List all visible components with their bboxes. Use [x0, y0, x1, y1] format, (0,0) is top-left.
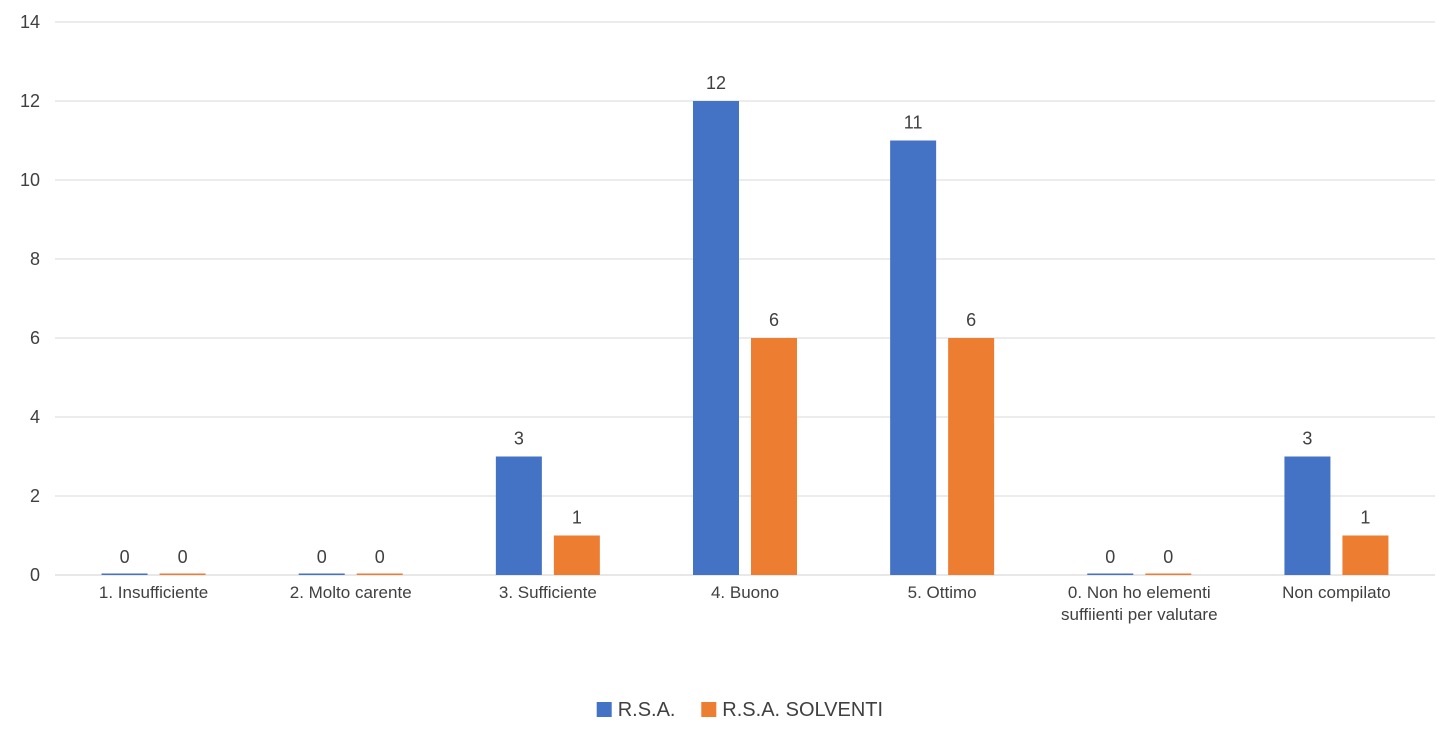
bar-rsa-solventi	[356, 573, 403, 575]
legend-label: R.S.A.	[618, 699, 676, 721]
bar-rsa-solventi	[1342, 535, 1389, 575]
x-tick-label: 3. Sufficiente	[499, 583, 597, 602]
bars	[101, 101, 1389, 575]
x-axis-ticks: 1. Insufficiente 2. Molto carente 3. Suffi…	[99, 583, 1391, 624]
bar-rsa	[1284, 456, 1331, 575]
data-label: 1	[1360, 508, 1370, 528]
y-tick-label: 6	[30, 328, 40, 348]
legend-swatch	[596, 702, 612, 717]
legend: R.S.A. R.S.A. SOLVENTI	[596, 699, 883, 721]
x-tick-label: 0. Non ho elementi suffiienti per valutar…	[1061, 583, 1218, 624]
x-tick-label: 1. Insufficiente	[99, 583, 208, 602]
y-axis-ticks: 0 2 4 6 8 10 12 14	[20, 12, 40, 585]
bar-rsa	[101, 573, 148, 575]
bar-rsa	[495, 456, 542, 575]
data-label: 0	[1163, 547, 1173, 567]
bar-rsa	[693, 101, 739, 575]
data-label: 12	[706, 73, 726, 93]
y-tick-label: 12	[20, 91, 40, 111]
legend-item-rsa: R.S.A.	[596, 699, 676, 721]
bar-rsa	[298, 573, 345, 575]
bar-rsa	[890, 140, 937, 575]
data-label: 0	[317, 547, 327, 567]
bar-rsa-solventi	[553, 535, 600, 575]
data-label: 0	[1105, 547, 1115, 567]
y-tick-label: 2	[30, 486, 40, 506]
y-tick-label: 4	[30, 407, 40, 427]
data-label: 6	[769, 310, 779, 330]
x-tick-label: Non compilato	[1282, 583, 1391, 602]
gridlines	[55, 21, 1435, 576]
data-label: 0	[178, 547, 188, 567]
data-label: 1	[572, 508, 582, 528]
x-tick-label: 2. Molto carente	[290, 583, 412, 602]
data-label: 3	[514, 429, 524, 449]
bar-rsa-solventi	[948, 338, 995, 575]
x-tick-label: 5. Ottimo	[908, 583, 977, 602]
bar-rsa-solventi	[1145, 573, 1192, 575]
y-tick-label: 14	[20, 12, 40, 32]
data-labels: 0 0 0 0 3 1 12 6 11 6 0 0 3 1	[120, 73, 1371, 567]
bar-rsa-solventi	[751, 338, 797, 575]
y-tick-label: 8	[30, 249, 40, 269]
bar-rsa	[1087, 573, 1134, 575]
y-tick-label: 0	[30, 565, 40, 585]
legend-label: R.S.A. SOLVENTI	[722, 699, 883, 721]
y-tick-label: 10	[20, 170, 40, 190]
x-tick-label: 4. Buono	[711, 583, 779, 602]
data-label: 6	[966, 310, 976, 330]
data-label: 0	[375, 547, 385, 567]
data-label: 11	[904, 113, 923, 133]
data-label: 3	[1302, 429, 1312, 449]
data-label: 0	[120, 547, 130, 567]
legend-item-rsa-solventi: R.S.A. SOLVENTI	[701, 699, 883, 721]
bar-rsa-solventi	[159, 573, 206, 575]
legend-swatch	[701, 702, 717, 717]
